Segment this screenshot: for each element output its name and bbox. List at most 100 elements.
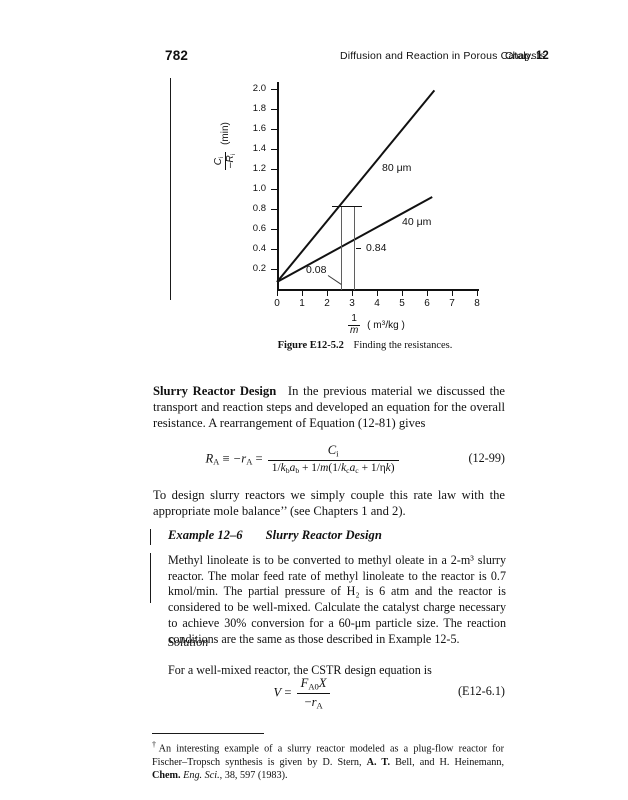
y-tick-label-group: 2.0 1.8 1.6 1.4 1.2 1.0 0.8 0.6 0.4 0.2: [230, 82, 480, 292]
x-tick-5: [402, 289, 404, 296]
x-tick-3: [352, 289, 354, 296]
solution-text: For a well-mixed reactor, the CSTR desig…: [168, 662, 432, 677]
footnote-text-2: Bell, and H. Heinemann,: [390, 756, 504, 768]
y-tick-label: 1.8: [252, 103, 266, 114]
example-heading: Example 12–6 Slurry Reactor Design: [168, 528, 382, 543]
eq2-lhs: V: [273, 685, 282, 700]
footnote-marker: †: [152, 740, 159, 749]
series-label-80um: 80 μm: [382, 162, 412, 174]
footnote-journal: Chem.: [152, 770, 181, 782]
y-tick-1.4: [271, 149, 278, 151]
y-tick-label: 0.8: [252, 203, 266, 214]
y-tick-0.8: [271, 209, 278, 211]
x-tick-label: 2: [324, 298, 330, 309]
y-tick-1.6: [271, 129, 278, 131]
page-number: 782: [165, 48, 189, 63]
figure-block: Ci –Ri (min) 2.0 1.8 1.6 1.4: [170, 78, 500, 351]
chapter-label: Chap. 12: [505, 50, 549, 62]
eq1-equiv: ≡: [222, 451, 230, 466]
eq1-rate: −r: [232, 451, 247, 466]
bracket-rail-left: [341, 206, 343, 290]
y-tick-0.6: [271, 229, 278, 231]
y-tick-1.8: [271, 109, 278, 111]
x-axis-title: 1 m ( m3/kg ): [348, 313, 405, 336]
y-tick-label: 0.6: [252, 223, 266, 234]
annotation-0.08: 0.08: [306, 264, 327, 276]
body-text-2: To design slurry reactors we simply coup…: [153, 487, 505, 519]
example-body-rule: [150, 553, 152, 603]
y-axis-line: [277, 82, 279, 290]
x-tick-label: 8: [474, 298, 480, 309]
mole-balance-paragraph: To design slurry reactors we simply coup…: [153, 488, 505, 519]
x-axis-fraction: 1 m: [348, 313, 361, 336]
running-head: 782 Diffusion and Reaction in Porous Cat…: [0, 48, 628, 68]
eq2-denominator: −rA: [304, 694, 323, 711]
eq2-fraction: FA0X −rA: [296, 676, 331, 711]
equation-12-99: RA ≡ −rA = Ci 1/kbab + 1/m(1/kcac + 1/ηk…: [153, 443, 453, 476]
x-tick-0: [277, 289, 279, 296]
slurry-paragraph: Slurry Reactor Design In the previous ma…: [153, 383, 505, 432]
bracket-rail-right: [354, 206, 356, 290]
x-tick-label: 6: [424, 298, 430, 309]
chart-plot-area: Ci –Ri (min) 2.0 1.8 1.6 1.4: [213, 82, 480, 335]
y-tick-label: 0.4: [252, 243, 266, 254]
chapter-number: 12: [535, 50, 549, 62]
y-tick-label: 1.0: [252, 183, 266, 194]
x-tick-1: [302, 289, 304, 296]
annotation-0.84: 0.84: [366, 242, 387, 254]
figure-caption-text: Finding the resistances.: [353, 340, 453, 351]
eq1-equals: =: [255, 451, 263, 466]
x-axis-units: ( m3/kg ): [367, 319, 405, 331]
y-tick-label: 1.2: [252, 163, 266, 174]
example-head-rule: [150, 529, 152, 545]
x-tick-label: 7: [449, 298, 455, 309]
x-tick-2: [327, 289, 329, 296]
eq1-fraction: Ci 1/kbab + 1/m(1/kcac + 1/ηk): [267, 443, 399, 476]
equation-12-99-number: (12-99): [468, 451, 505, 465]
bracket-top-cap: [332, 206, 362, 208]
figure-caption: Figure E12-5.2 Finding the resistances.: [230, 340, 500, 351]
eq2-equals: =: [284, 685, 292, 700]
example-title: Slurry Reactor Design: [265, 528, 382, 542]
y-tick-label: 1.4: [252, 143, 266, 154]
x-tick-label: 0: [274, 298, 280, 309]
example-solution-block: Solution For a well-mixed reactor, the C…: [168, 635, 506, 678]
y-tick-label: 1.6: [252, 123, 266, 134]
footnote-journal-italic: Eng. Sci.,: [183, 770, 223, 782]
eq1-denominator: 1/kbab + 1/m(1/kcac + 1/ηk): [271, 461, 395, 476]
y-tick-label: 2.0: [252, 83, 266, 94]
footnote: †An interesting example of a slurry reac…: [152, 740, 504, 783]
slurry-heading: Slurry Reactor Design: [153, 384, 277, 398]
x-tick-7: [452, 289, 454, 296]
y-tick-0.2: [271, 269, 278, 271]
example-label: Example 12–6: [168, 528, 243, 542]
x-axis-numerator: 1: [348, 313, 361, 326]
y-tick-1.2: [271, 169, 278, 171]
solution-heading: Solution: [168, 635, 209, 649]
figure-caption-label: Figure E12-5.2: [277, 340, 344, 351]
footnote-text-1: An interesting example of a slurry react…: [152, 743, 505, 768]
equation-E12-6-1-number: (E12-6.1): [457, 684, 505, 698]
chapter-word: Chap.: [505, 50, 534, 62]
running-title: Diffusion and Reaction in Porous Catalys…: [340, 50, 546, 62]
x-tick-label: 4: [374, 298, 380, 309]
x-tick-label: 1: [299, 298, 305, 309]
x-tick-6: [427, 289, 429, 296]
footnote-rule: [152, 733, 264, 735]
footnote-authors: A. T.: [366, 756, 391, 768]
y-tick-1.0: [271, 189, 278, 191]
eq2-numerator: FA0X: [296, 676, 331, 694]
x-axis-denominator: m: [350, 324, 359, 336]
y-tick-0.4: [271, 249, 278, 251]
example-statement: Methyl linoleate is to be converted to m…: [168, 553, 506, 646]
eq1-lhs: R: [205, 451, 214, 466]
example-statement-block: Methyl linoleate is to be converted to m…: [168, 553, 506, 647]
body-text: Slurry Reactor Design In the previous ma…: [153, 383, 505, 432]
y-tick-2.0: [271, 89, 278, 91]
eq1-numerator: Ci: [267, 443, 399, 461]
footnote-text-3: 38, 597 (1983).: [222, 770, 288, 782]
x-tick-label: 3: [349, 298, 355, 309]
x-tick-4: [377, 289, 379, 296]
annotation-tick-upper: [356, 248, 361, 250]
